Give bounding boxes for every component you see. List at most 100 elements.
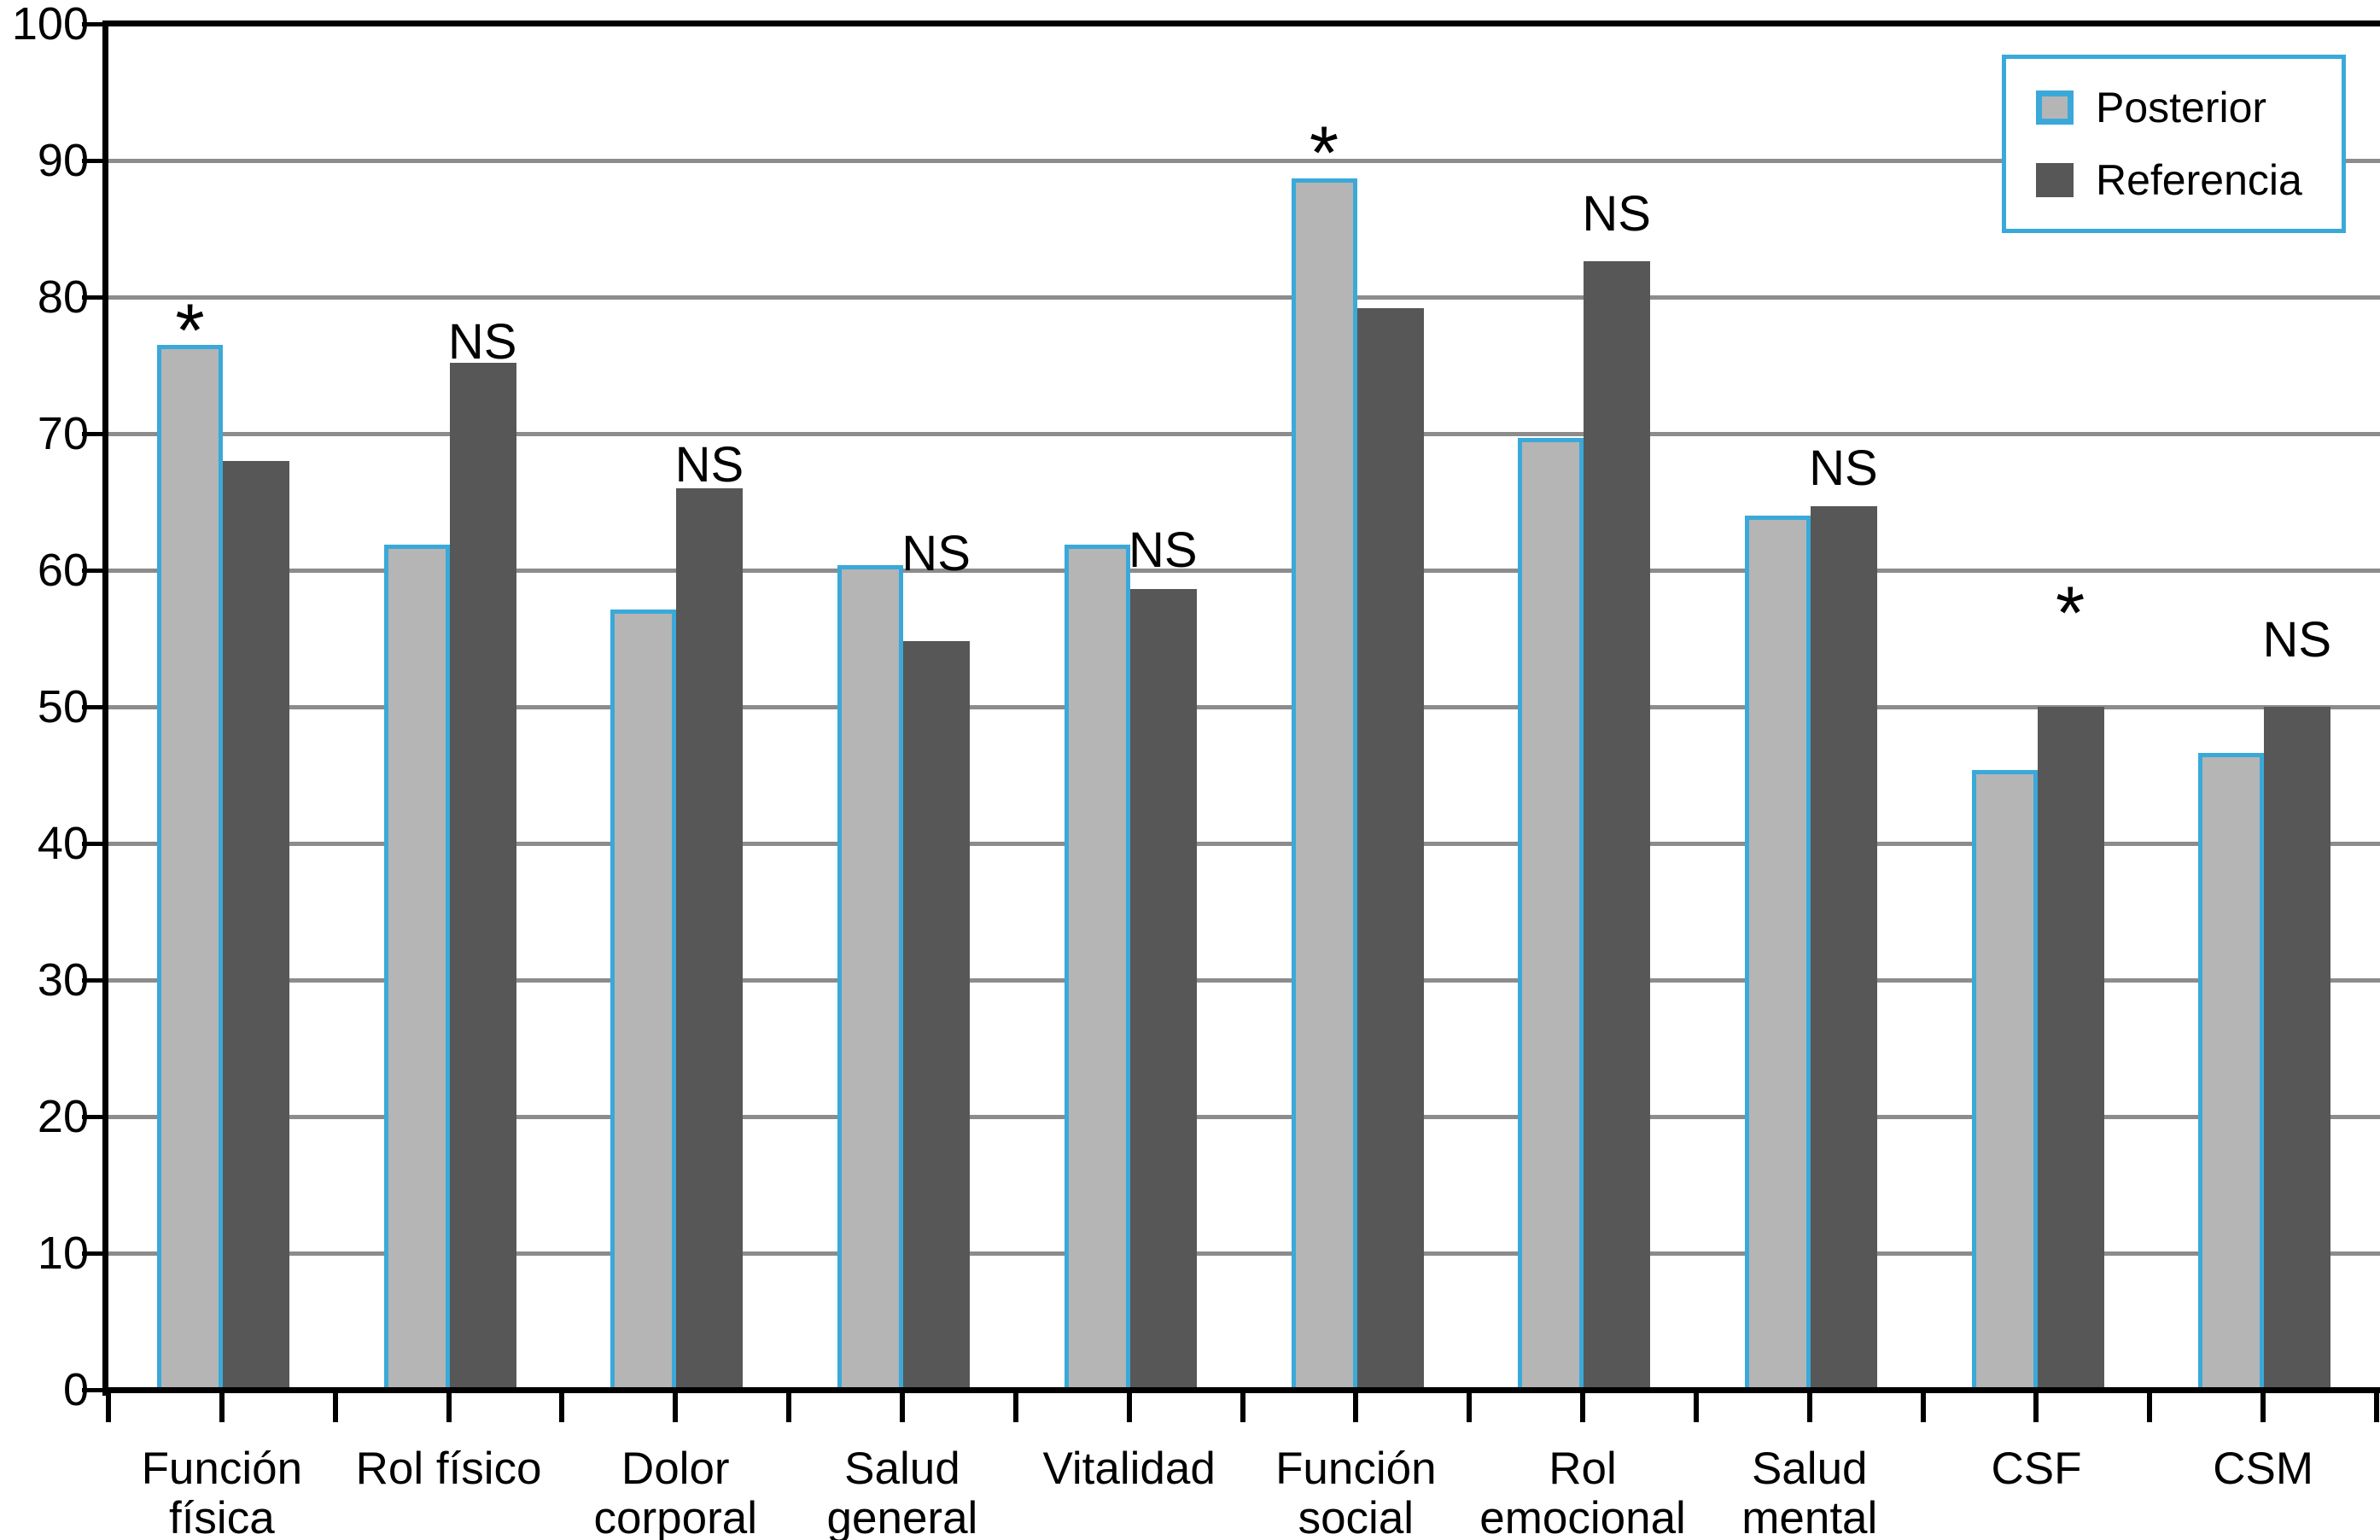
- referencia-bar-1: [449, 362, 516, 1390]
- x-axis-tick-19: [2260, 1393, 2266, 1422]
- gridline-90: [108, 159, 2380, 163]
- significance-annotation-0: *: [175, 287, 205, 372]
- significance-annotation-8: *: [2055, 570, 2085, 655]
- posterior-bar-9: [2198, 753, 2265, 1390]
- category-label-4: Vitalidad: [1042, 1444, 1216, 1494]
- y-axis-label-40: 40: [37, 818, 89, 869]
- gridline-70: [108, 432, 2380, 436]
- gridline-10: [108, 1251, 2380, 1256]
- y-axis-label-80: 80: [37, 271, 89, 323]
- x-axis-tick-11: [1353, 1393, 1359, 1422]
- referencia-bar-2: [676, 488, 744, 1390]
- category-label-2: Dolor corporal: [593, 1444, 757, 1540]
- x-axis-tick-0: [106, 1393, 111, 1422]
- y-axis-label-60: 60: [37, 545, 89, 596]
- x-axis-tick-14: [1693, 1393, 1699, 1422]
- referencia-bar-3: [903, 641, 971, 1390]
- referencia-bar-4: [1129, 589, 1197, 1390]
- legend-label-referencia: Referencia: [2096, 156, 2302, 205]
- legend: Posterior Referencia: [2002, 55, 2346, 233]
- y-axis-label-90: 90: [37, 135, 89, 186]
- y-axis-tick-20: [82, 1115, 108, 1119]
- y-axis-tick-80: [82, 295, 108, 300]
- y-axis-label-100: 100: [11, 0, 89, 50]
- y-axis-label-30: 30: [37, 954, 89, 1006]
- gridline-60: [108, 569, 2380, 573]
- x-axis-tick-10: [1240, 1393, 1245, 1422]
- posterior-bar-3: [837, 564, 904, 1390]
- category-label-7: Salud mental: [1741, 1444, 1878, 1540]
- posterior-bar-6: [1518, 437, 1584, 1390]
- referencia-bar-9: [2264, 707, 2331, 1390]
- referencia-swatch-icon: [2036, 163, 2074, 198]
- x-axis-tick-8: [1012, 1393, 1018, 1422]
- legend-item-referencia: Referencia: [2036, 155, 2342, 205]
- significance-annotation-5: *: [1309, 109, 1339, 195]
- x-axis-line: [102, 1387, 2380, 1393]
- x-axis-tick-15: [1806, 1393, 1812, 1422]
- x-axis-tick-5: [673, 1393, 679, 1422]
- x-axis-tick-9: [1126, 1393, 1132, 1422]
- y-axis-tick-30: [82, 978, 108, 983]
- legend-item-posterior: Posterior: [2036, 83, 2342, 132]
- x-axis-tick-4: [559, 1393, 565, 1422]
- x-axis-tick-3: [446, 1393, 452, 1422]
- posterior-bar-2: [610, 610, 677, 1390]
- referencia-bar-7: [1810, 505, 1877, 1390]
- y-axis-tick-70: [82, 432, 108, 436]
- referencia-bar-8: [2037, 707, 2104, 1390]
- posterior-bar-0: [157, 345, 223, 1390]
- category-label-3: Salud general: [826, 1444, 978, 1540]
- significance-annotation-2: NS: [674, 437, 744, 493]
- posterior-swatch-icon: [2036, 90, 2074, 125]
- significance-annotation-7: NS: [1809, 440, 1878, 496]
- significance-annotation-9: NS: [2262, 612, 2332, 668]
- posterior-bar-8: [1971, 769, 2038, 1390]
- significance-annotation-3: NS: [901, 526, 971, 582]
- category-label-8: CSF: [1991, 1444, 2082, 1494]
- gridline-40: [108, 842, 2380, 846]
- y-axis-label-20: 20: [37, 1091, 89, 1142]
- x-axis-tick-16: [1920, 1393, 1926, 1422]
- y-axis-label-10: 10: [37, 1228, 89, 1279]
- legend-label-posterior: Posterior: [2096, 83, 2267, 131]
- referencia-bar-5: [1356, 307, 1424, 1390]
- y-axis-label-50: 50: [37, 681, 89, 732]
- x-axis-tick-17: [2033, 1393, 2039, 1422]
- y-axis-tick-100: [82, 22, 108, 26]
- significance-annotation-1: NS: [447, 314, 517, 370]
- x-axis-tick-7: [899, 1393, 905, 1422]
- y-axis-tick-40: [82, 842, 108, 846]
- posterior-bar-7: [1744, 516, 1811, 1390]
- gridline-50: [108, 705, 2380, 709]
- referencia-bar-0: [223, 461, 289, 1390]
- y-axis-label-0: 0: [62, 1364, 89, 1415]
- gridline-30: [108, 978, 2380, 983]
- y-axis-tick-50: [82, 705, 108, 709]
- x-axis-tick-2: [332, 1393, 338, 1422]
- y-axis-label-70: 70: [37, 408, 89, 459]
- gridline-20: [108, 1115, 2380, 1119]
- x-axis-tick-20: [2374, 1393, 2379, 1422]
- category-label-6: Rol emocional: [1479, 1444, 1686, 1540]
- referencia-bar-6: [1584, 261, 1651, 1390]
- x-axis-tick-13: [1580, 1393, 1586, 1422]
- posterior-bar-1: [383, 544, 450, 1390]
- y-axis-tick-60: [82, 569, 108, 573]
- y-axis-tick-90: [82, 159, 108, 163]
- gridline-80: [108, 295, 2380, 300]
- x-axis-tick-6: [786, 1393, 792, 1422]
- plot-top-border: [102, 20, 2380, 26]
- x-axis-tick-18: [2147, 1393, 2153, 1422]
- x-axis-tick-1: [219, 1393, 225, 1422]
- category-label-0: Función física: [141, 1444, 303, 1540]
- significance-annotation-6: NS: [1582, 186, 1651, 242]
- x-axis-tick-12: [1467, 1393, 1473, 1422]
- category-label-9: CSM: [2213, 1444, 2314, 1494]
- posterior-bar-4: [1064, 544, 1130, 1390]
- y-axis-tick-0: [82, 1388, 108, 1392]
- category-label-1: Rol físico: [355, 1444, 542, 1494]
- posterior-bar-5: [1291, 178, 1357, 1390]
- significance-annotation-4: NS: [1129, 522, 1198, 578]
